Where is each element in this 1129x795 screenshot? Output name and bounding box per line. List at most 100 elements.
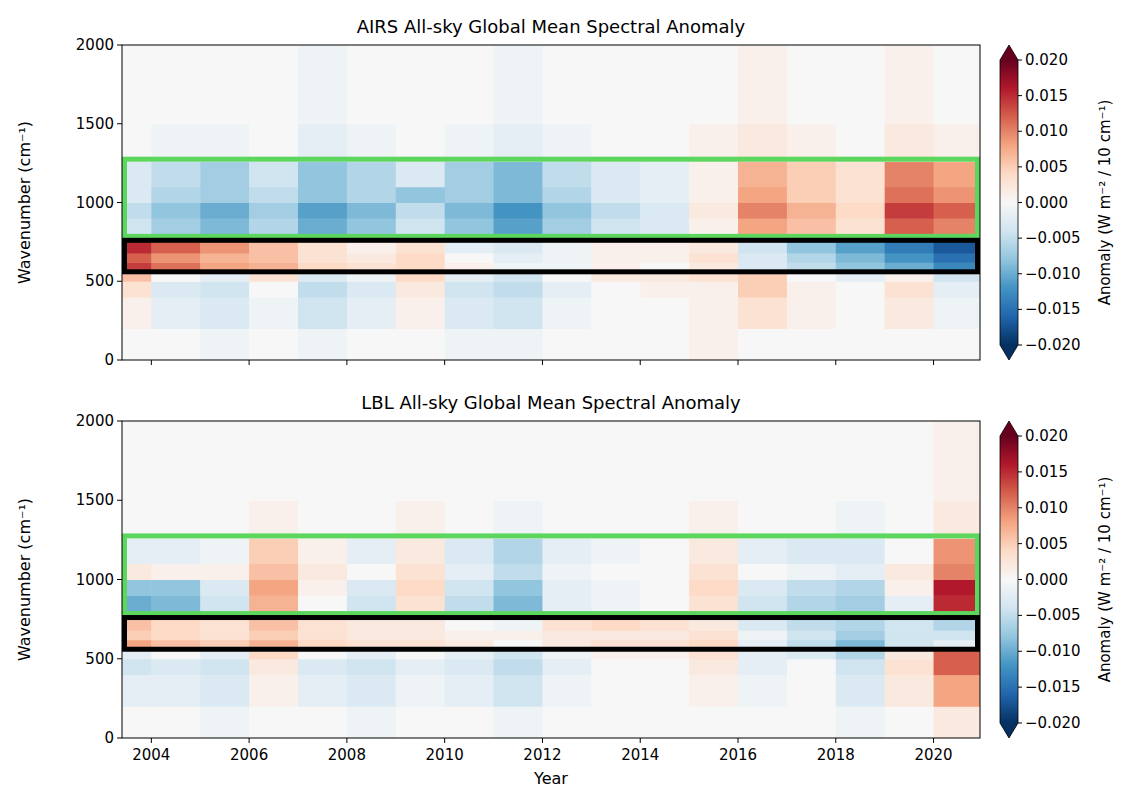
cell [249,659,298,675]
cell [689,421,738,501]
cell [445,297,494,329]
colorbar [1000,436,1018,723]
highlight-box [125,618,978,650]
x-tick [249,360,250,365]
x-tick [835,360,836,365]
cell [885,124,934,162]
cell [151,329,200,361]
cell [738,297,787,329]
cell [494,500,543,539]
cell [885,580,934,596]
cell [347,187,396,203]
cell [885,297,934,329]
cell [836,45,885,124]
x-tick [249,738,250,743]
cell [249,281,298,297]
cell [591,281,640,297]
cell [494,538,543,564]
cell [151,580,200,596]
cell [249,538,298,564]
colorbar-tick [1018,543,1022,544]
x-tick [151,360,152,365]
colorbar-tick-label: −0.010 [1025,642,1081,660]
colorbar-tick-label: 0.005 [1025,535,1068,553]
cell [591,595,640,611]
cell [640,580,689,596]
title: LBL All-sky Global Mean Spectral Anomaly [361,392,741,413]
cell [396,706,445,738]
cell [122,297,152,329]
cell [542,630,591,640]
x-tick [346,738,347,743]
cell [591,675,640,707]
colorbar-tick [1018,60,1022,61]
cell [122,281,152,297]
cell [885,630,934,640]
cell [151,297,200,329]
cell [934,630,980,640]
cell [738,630,787,640]
colorbar-tick [1018,507,1022,508]
cell [640,595,689,611]
cell [249,253,298,263]
cell [396,580,445,596]
cell [151,630,200,640]
y-tick-label: 1500 [76,115,114,133]
colorbar-tick-label: 0.015 [1025,463,1068,481]
cell [885,329,934,361]
colorbar-tick-label: −0.020 [1025,714,1081,732]
cell [249,630,298,640]
cell [494,124,543,162]
cell [396,421,445,501]
figure: 0500100015002000AIRS All-sky Global Mean… [0,0,1129,795]
cell [151,421,200,501]
cell [836,659,885,675]
cell [787,297,836,329]
y-tick [117,738,122,739]
cell [836,162,885,188]
cell [542,706,591,738]
cell [591,659,640,675]
cell [151,124,200,162]
plot-area [122,45,980,360]
cell [396,281,445,297]
cell [836,580,885,596]
cell [347,630,396,640]
cell [836,281,885,297]
cell [396,500,445,539]
cell [836,675,885,707]
cell [298,564,347,580]
cell [640,203,689,219]
x-tick [640,738,641,743]
cell [347,253,396,263]
cell [494,187,543,203]
cell [249,580,298,596]
cell [689,187,738,203]
panel: 0500100015002000AIRS All-sky Global Mean… [15,16,1114,369]
colorbar-tick-label: −0.020 [1025,336,1081,354]
cell [738,564,787,580]
cell [640,329,689,361]
y-tick-label: 1500 [76,491,114,509]
x-axis-title: Year [533,769,568,788]
cell [640,706,689,738]
frame [122,45,980,360]
cell [640,187,689,203]
cell [591,564,640,580]
cell [836,706,885,738]
cell [445,187,494,203]
cell [396,218,445,234]
colorbar-tick [1018,436,1022,437]
cell [151,253,200,263]
x-tick [346,360,347,365]
y-tick-label: 2000 [76,412,114,430]
cell [738,595,787,611]
x-tick-label: 2010 [426,746,464,764]
cell [200,297,249,329]
cell [298,187,347,203]
y-tick-label: 2000 [76,36,114,54]
cell [200,421,249,501]
cell [396,162,445,188]
cell [445,329,494,361]
cell [347,595,396,611]
